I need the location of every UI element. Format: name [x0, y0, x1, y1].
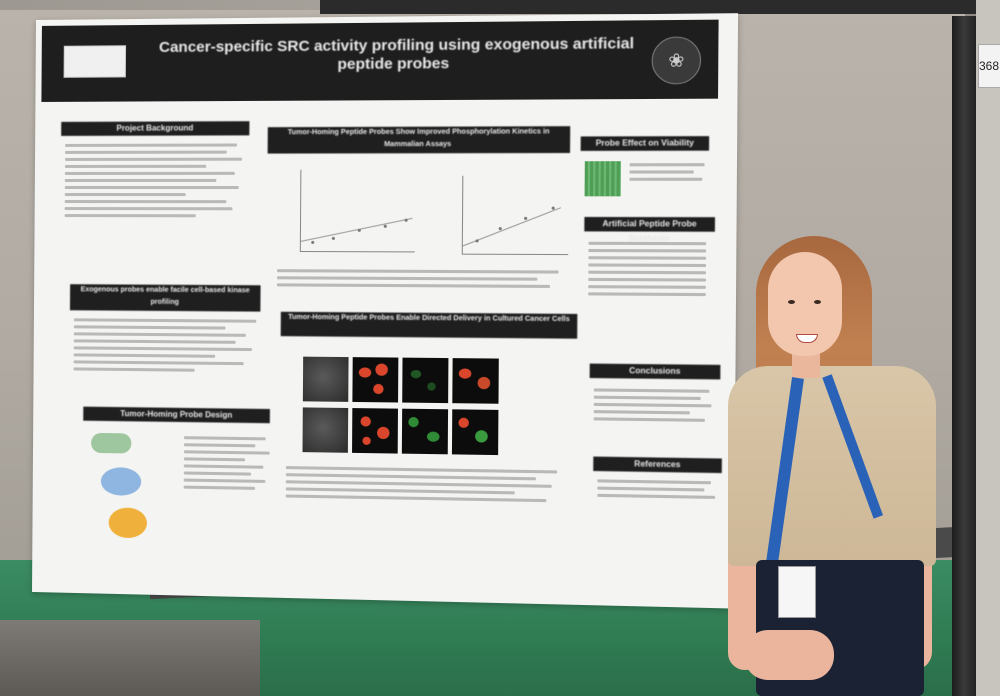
- diagram-probe: [91, 432, 132, 454]
- seal-logo: ❀: [651, 36, 702, 85]
- micrograph-brightfield-1: [302, 356, 349, 402]
- micrograph-brightfield-2: [302, 407, 349, 453]
- name-badge: [778, 566, 816, 618]
- background-text: [64, 143, 248, 221]
- booth-number-sign: 368: [978, 44, 1000, 88]
- face: [768, 252, 842, 356]
- viability-text: [629, 163, 711, 185]
- diagram-cell-orange: [108, 507, 148, 539]
- design-text: [183, 436, 276, 494]
- section-delivery: Tumor-Homing Peptide Probes Enable Direc…: [280, 311, 578, 339]
- presenter: [720, 230, 960, 696]
- micrograph-merge-2: [451, 409, 499, 456]
- synthesis-table: [588, 241, 717, 301]
- diagram-cell-blue: [100, 467, 142, 496]
- kinetics-plot-2: [461, 175, 569, 256]
- references-text: [597, 479, 721, 503]
- section-viability: Probe Effect on Viability: [580, 136, 710, 151]
- section-project-background: Project Background: [61, 121, 250, 136]
- viability-plate: [584, 161, 622, 197]
- clasped-hands: [744, 630, 834, 680]
- kinetics-plot-1: [299, 169, 416, 253]
- section-synthesis: Artificial Peptide Probe Synthesis: [584, 216, 716, 243]
- section-conclusions: Conclusions: [589, 363, 721, 380]
- research-poster: Cancer-specific SRC activity profiling u…: [32, 13, 739, 609]
- section-references: References: [593, 456, 722, 474]
- section-exogenous-probes: Exogenous probes enable facile cell-base…: [69, 284, 261, 312]
- micrograph-red-2: [352, 408, 398, 454]
- section-kinetics: Tumor-Homing Peptide Probes Show Improve…: [267, 126, 571, 154]
- section-probe-design: Tumor-Homing Probe Design: [83, 406, 270, 424]
- board-pole: [952, 16, 976, 696]
- neighbor-board: [976, 0, 1000, 696]
- poster-authors: [203, 77, 577, 87]
- background-person-legs: [0, 620, 260, 696]
- micrograph-merge-1: [452, 358, 499, 404]
- poster-title: Cancer-specific SRC activity profiling u…: [158, 34, 635, 74]
- university-logo: [63, 45, 127, 78]
- micrograph-red-1: [352, 357, 399, 403]
- exogenous-text: [73, 318, 267, 376]
- delivery-caption: [285, 466, 568, 507]
- conclusions-text: [593, 388, 721, 426]
- kinetics-caption: [276, 269, 569, 292]
- smile: [796, 334, 818, 343]
- left-eye: [788, 300, 795, 304]
- micrograph-green-2: [401, 408, 449, 455]
- right-eye: [814, 300, 821, 304]
- micrograph-green-1: [402, 357, 449, 404]
- poster-header: Cancer-specific SRC activity profiling u…: [41, 19, 719, 102]
- board-frame-top: [320, 0, 1000, 14]
